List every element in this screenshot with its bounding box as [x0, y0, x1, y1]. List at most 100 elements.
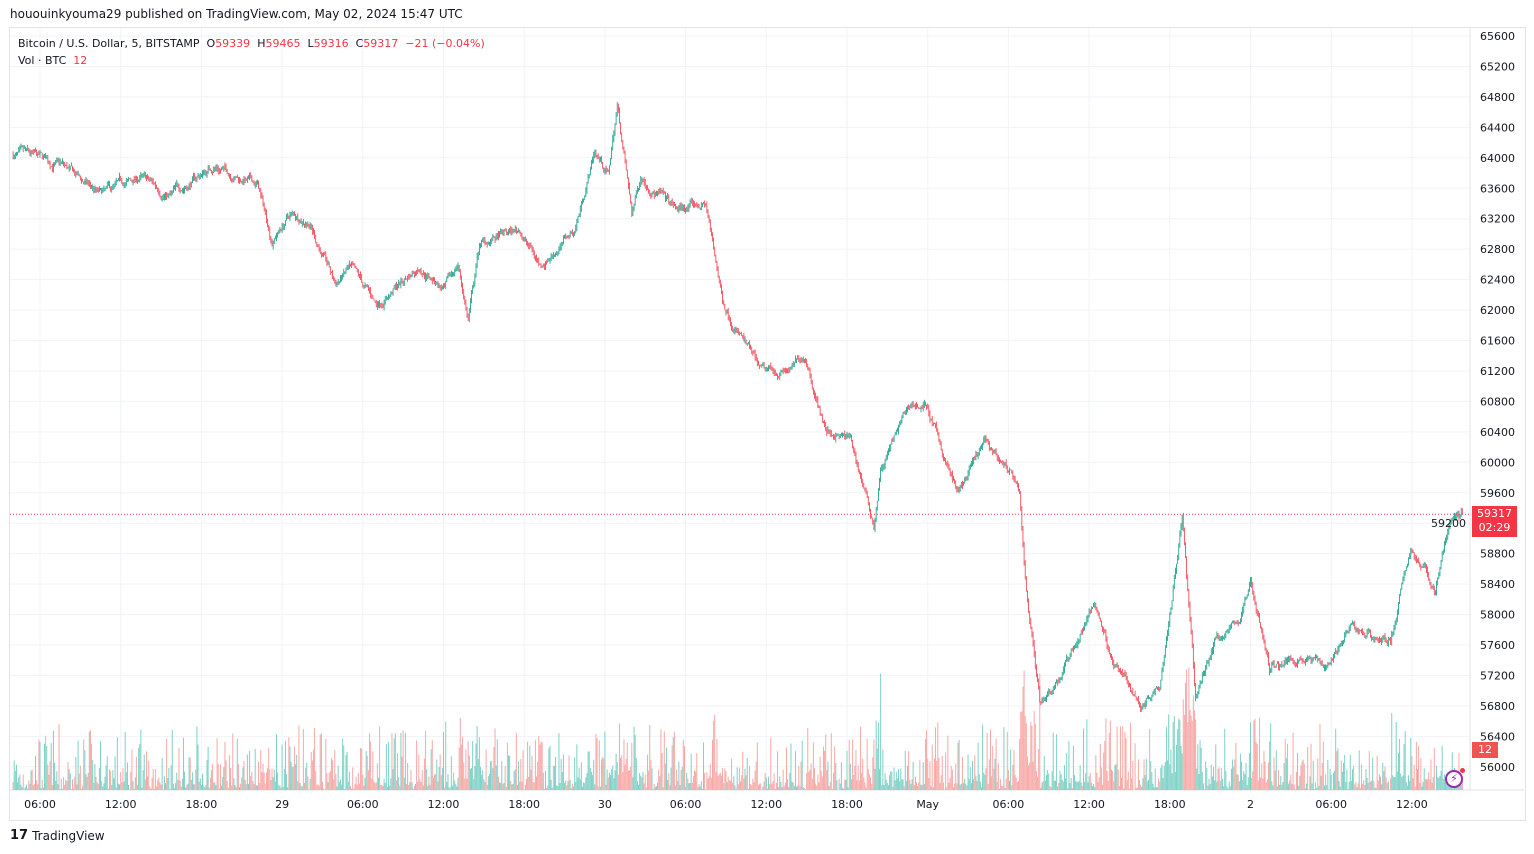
volume-bar [1119, 726, 1121, 790]
volume-bar [1191, 720, 1193, 790]
volume-bar [1327, 759, 1329, 790]
volume-bar [474, 766, 476, 790]
volume-bar [447, 774, 449, 790]
volume-bar [808, 771, 810, 790]
volume-bar [565, 780, 567, 790]
volume-bar [1091, 786, 1093, 790]
volume-bar [890, 771, 892, 790]
volume-bar [390, 778, 392, 790]
volume-bar [199, 778, 201, 790]
volume-bar [994, 758, 996, 790]
volume-bar [1202, 783, 1204, 790]
volume-bar [624, 764, 626, 790]
volume-bar [307, 776, 309, 790]
volume-bar [918, 782, 920, 790]
volume-bar [333, 779, 335, 790]
volume-bar [1402, 775, 1404, 790]
volume-bar [1339, 786, 1341, 790]
volume-bar [964, 778, 966, 790]
volume-bar [28, 780, 30, 790]
volume-bar [1037, 776, 1039, 790]
volume-bar [1418, 745, 1420, 790]
volume-bar [1130, 723, 1132, 790]
volume-bar [858, 780, 860, 790]
volume-bar [1363, 780, 1365, 790]
volume-bar [1383, 771, 1385, 790]
volume-bar [339, 779, 341, 790]
volume-bar [903, 786, 905, 790]
lightning-icon[interactable]: ⚡ [1445, 770, 1463, 788]
volume-bar [420, 781, 422, 790]
volume-label[interactable]: Vol · BTC [18, 54, 67, 67]
volume-bar [139, 743, 141, 790]
volume-bar [409, 782, 411, 790]
brand-name[interactable]: TradingView [32, 828, 105, 843]
volume-bar [112, 770, 114, 790]
volume-bar [437, 781, 439, 790]
volume-bar [245, 784, 247, 790]
volume-bar [163, 776, 165, 790]
volume-bar [635, 757, 637, 790]
volume-bar [1253, 720, 1255, 790]
tradingview-logo-icon[interactable]: 17 [10, 828, 29, 843]
volume-bar [921, 785, 923, 790]
volume-bar [995, 738, 997, 790]
volume-bar [843, 788, 845, 790]
volume-bar [176, 772, 178, 790]
volume-bar [1122, 726, 1124, 790]
volume-bar [865, 787, 867, 790]
volume-bar [642, 771, 644, 790]
volume-bar [177, 779, 179, 790]
volume-bar [570, 788, 572, 790]
high-value: 59465 [265, 37, 301, 50]
volume-bar [896, 778, 898, 790]
volume-bar [1290, 774, 1292, 790]
volume-bar [356, 784, 358, 790]
volume-bar [672, 737, 674, 790]
volume-bar [1189, 709, 1191, 790]
volume-bar [494, 728, 496, 790]
volume-bar [317, 784, 319, 790]
volume-bar [819, 756, 821, 790]
volume-bar [1358, 750, 1360, 790]
volume-bar [1142, 778, 1144, 790]
volume-bar [362, 774, 364, 790]
symbol-title[interactable]: Bitcoin / U.S. Dollar, 5, BITSTAMP [18, 37, 200, 50]
volume-bar [119, 784, 121, 790]
notification-dot [1460, 768, 1465, 773]
volume-bar [38, 739, 40, 790]
volume-bar [1427, 779, 1429, 790]
volume-bar [79, 765, 81, 790]
volume-bar [272, 777, 274, 790]
volume-bar [911, 779, 913, 790]
volume-bar [190, 780, 192, 790]
volume-bar [1301, 761, 1303, 790]
volume-bar [483, 779, 485, 790]
volume-bar [1284, 739, 1286, 790]
volume-bar [771, 783, 773, 790]
volume-bar [1295, 772, 1297, 790]
volume-bar [1144, 775, 1146, 790]
volume-bar [215, 785, 217, 790]
volume-bar [88, 731, 90, 790]
volume-bar [1387, 781, 1389, 790]
y-tick-label: 62400 [1480, 274, 1515, 287]
volume-bar [306, 762, 308, 790]
volume-bar [1159, 781, 1161, 790]
volume-bar [439, 754, 441, 790]
volume-bar [1400, 773, 1402, 790]
volume-bar [278, 785, 280, 790]
volume-bar [1217, 768, 1219, 790]
volume-bar [649, 724, 651, 790]
volume-bar [577, 777, 579, 790]
volume-bar [701, 789, 703, 790]
volume-bar [748, 765, 750, 790]
volume-bar [385, 744, 387, 790]
volume-bar [1024, 715, 1026, 790]
volume-bar [1233, 766, 1235, 790]
volume-bar [1084, 782, 1086, 790]
volume-bar [1323, 785, 1325, 790]
volume-bar [553, 765, 555, 790]
volume-bar [1266, 779, 1268, 790]
